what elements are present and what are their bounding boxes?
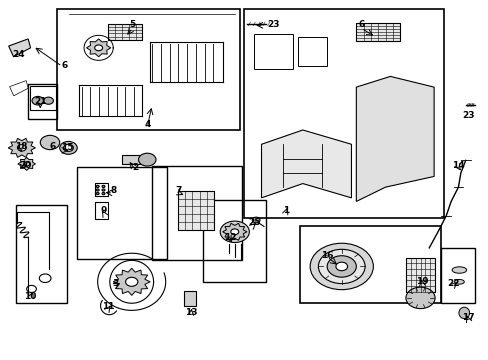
Bar <box>108 24 142 40</box>
Circle shape <box>318 249 365 284</box>
Ellipse shape <box>458 307 468 319</box>
Bar <box>30 86 56 111</box>
Bar <box>356 23 399 41</box>
Circle shape <box>102 193 105 195</box>
Bar <box>95 183 108 196</box>
Text: 11: 11 <box>102 302 114 311</box>
Text: 25: 25 <box>247 219 260 228</box>
Text: 20: 20 <box>20 161 32 170</box>
Text: 23: 23 <box>461 111 473 120</box>
Circle shape <box>220 221 249 243</box>
Circle shape <box>138 153 156 166</box>
Circle shape <box>60 141 77 154</box>
Text: 10: 10 <box>24 292 37 301</box>
Bar <box>16 205 67 303</box>
Bar <box>122 155 143 164</box>
Bar <box>441 248 474 303</box>
Ellipse shape <box>454 279 463 284</box>
Text: 21: 21 <box>34 97 46 106</box>
Text: 2: 2 <box>132 163 138 172</box>
Text: 13: 13 <box>184 308 197 317</box>
Polygon shape <box>8 138 35 157</box>
Circle shape <box>102 185 105 188</box>
Text: 4: 4 <box>144 120 150 129</box>
Text: 17: 17 <box>461 313 473 322</box>
Text: 3: 3 <box>112 279 119 288</box>
Text: 8: 8 <box>110 186 116 195</box>
Text: 9: 9 <box>100 206 106 215</box>
Circle shape <box>24 162 29 166</box>
Bar <box>152 166 242 260</box>
Circle shape <box>40 135 60 150</box>
Text: 22: 22 <box>447 279 459 288</box>
Circle shape <box>95 45 102 51</box>
Text: 23: 23 <box>267 20 279 29</box>
Polygon shape <box>18 157 35 170</box>
Text: 6: 6 <box>357 20 364 29</box>
Bar <box>57 9 239 130</box>
Ellipse shape <box>451 267 466 273</box>
Bar <box>28 84 57 119</box>
Text: 16: 16 <box>320 251 333 260</box>
Text: 15: 15 <box>61 143 73 152</box>
Bar <box>95 202 108 219</box>
Text: 19: 19 <box>415 277 427 286</box>
Polygon shape <box>113 268 150 296</box>
Circle shape <box>63 144 73 152</box>
Circle shape <box>96 185 99 188</box>
Text: 14: 14 <box>451 161 464 170</box>
Polygon shape <box>222 223 246 240</box>
Bar <box>297 37 326 66</box>
Circle shape <box>326 256 356 277</box>
Bar <box>254 33 292 69</box>
Circle shape <box>125 277 138 286</box>
Text: 24: 24 <box>12 50 25 59</box>
Bar <box>244 9 443 217</box>
Circle shape <box>96 189 99 191</box>
Bar <box>77 167 166 258</box>
Bar <box>203 200 266 282</box>
Circle shape <box>96 193 99 195</box>
Circle shape <box>230 229 238 235</box>
Text: 12: 12 <box>223 233 236 242</box>
Text: 18: 18 <box>15 141 27 150</box>
Text: 5: 5 <box>129 20 136 29</box>
Circle shape <box>405 287 434 309</box>
Text: 1: 1 <box>282 206 288 215</box>
Circle shape <box>102 189 105 191</box>
Bar <box>300 226 441 303</box>
Text: 7: 7 <box>175 186 182 195</box>
Circle shape <box>309 243 372 290</box>
Circle shape <box>32 96 43 105</box>
Bar <box>405 258 434 292</box>
Circle shape <box>252 217 260 223</box>
Polygon shape <box>356 76 433 202</box>
Circle shape <box>43 97 53 104</box>
Bar <box>177 191 214 230</box>
Polygon shape <box>9 39 30 57</box>
Polygon shape <box>86 39 111 57</box>
Circle shape <box>18 145 26 151</box>
Text: 6: 6 <box>61 61 67 70</box>
Circle shape <box>335 262 347 271</box>
Text: 6: 6 <box>49 141 56 150</box>
Bar <box>183 292 196 306</box>
Polygon shape <box>261 130 351 198</box>
